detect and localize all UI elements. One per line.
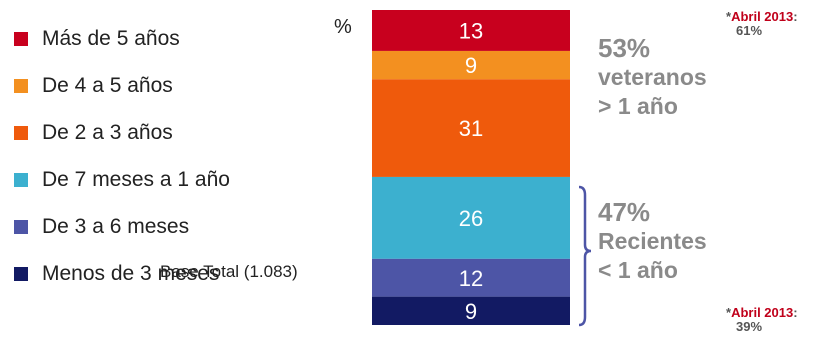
april-note-top-prefix: * [726,9,732,24]
april-note-bottom-prefix: * [726,305,732,320]
group-veteranos-line2: > 1 año [598,93,678,119]
legend-label: De 4 a 5 años [42,74,173,97]
bar-value-label: 31 [459,116,483,141]
legend-swatch [14,267,28,281]
legend-label: De 3 a 6 meses [42,215,190,238]
bar-value-label: 26 [459,206,483,231]
group-recientes: 47% Recientes < 1 año [598,198,707,285]
legend-swatch [14,126,28,140]
legend-item: De 4 a 5 años [14,74,173,98]
bar-value-label: 9 [465,299,477,324]
group-veteranos-pct: 53% [598,33,651,63]
group-recientes-line2: < 1 año [598,257,678,283]
legend-swatch [14,32,28,46]
bar-value-label: 12 [459,266,483,291]
group-recientes-line1: Recientes [598,228,707,254]
bar-segment [372,176,570,259]
april-note-top-suffix: : [793,9,798,24]
bar-segment [372,258,570,297]
group-veteranos: 53% veteranos > 1 año [598,34,707,121]
group-veteranos-line1: veteranos [598,64,707,90]
legend-label: De 2 a 3 años [42,121,173,144]
legend-swatch [14,79,28,93]
bar-segment [372,296,570,325]
april-note-top-value: 61% [736,23,763,38]
unit-label: % [334,16,352,38]
legend-swatch [14,173,28,187]
bar-segment [372,10,570,51]
april-note-top: *Abril 2013: 61% [726,10,798,38]
group-recientes-pct: 47% [598,197,651,227]
april-note-bottom: *Abril 2013: 39% [726,306,798,334]
bar-value-label: 13 [459,18,483,43]
legend-item: De 2 a 3 años [14,121,173,145]
legend-item: De 7 meses a 1 año [14,168,230,192]
april-note-bottom-label: Abril 2013 [731,305,794,320]
legend-item: Más de 5 años [14,27,180,51]
recientes-bracket [578,185,592,327]
april-note-top-label: Abril 2013 [731,9,794,24]
legend-swatch [14,220,28,234]
bar-segment [372,50,570,80]
bar-segment [372,79,570,177]
legend-label: De 7 meses a 1 año [42,168,230,191]
legend-label: Más de 5 años [42,27,180,50]
base-note: Base Total (1.083) [160,262,298,281]
legend-label: Menos de 3 meses [42,262,220,285]
legend-item: Menos de 3 meses [14,262,219,286]
legend-item: De 3 a 6 meses [14,215,189,239]
april-note-bottom-value: 39% [736,319,763,334]
bar-value-label: 9 [465,53,477,78]
april-note-bottom-suffix: : [793,305,798,320]
